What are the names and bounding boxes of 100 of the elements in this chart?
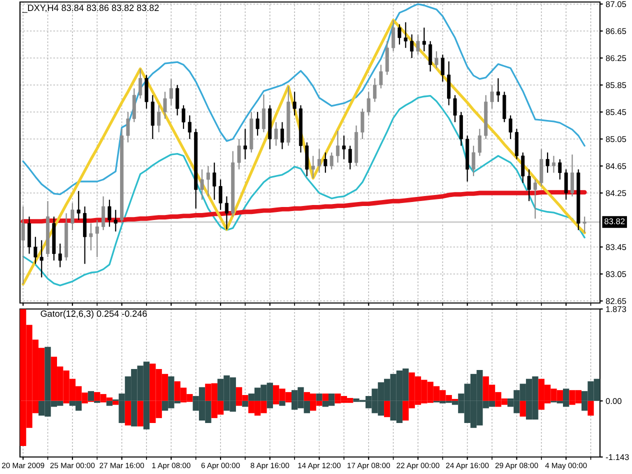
candlestick	[527, 168, 531, 202]
candlestick	[324, 152, 328, 174]
candlestick	[496, 78, 500, 102]
line-series	[22, 94, 586, 286]
candlestick	[102, 196, 106, 231]
candlestick	[508, 114, 512, 140]
candlestick	[502, 91, 506, 123]
candlestick	[373, 78, 377, 102]
bar	[106, 400, 113, 406]
ref-line-label: 83.82	[604, 218, 625, 224]
candlestick	[83, 206, 87, 264]
candlestick	[434, 50, 438, 69]
candlestick	[366, 91, 370, 116]
candlestick	[28, 216, 32, 254]
y-tick-label: 86.25	[606, 55, 626, 62]
candlestick	[76, 190, 80, 221]
y-tick-label: 0.00	[606, 398, 622, 404]
candlestick	[447, 60, 451, 106]
candlestick	[360, 108, 364, 140]
candlestick	[262, 94, 266, 133]
candlestick	[200, 168, 204, 200]
candlestick	[392, 20, 396, 52]
candlestick	[95, 219, 99, 258]
candlestick	[330, 152, 334, 170]
candlestick	[70, 202, 74, 231]
candlestick	[490, 84, 494, 110]
candlestick	[336, 130, 340, 164]
bar	[322, 394, 329, 401]
candlestick	[108, 199, 112, 228]
candlestick	[274, 122, 278, 146]
candlestick	[138, 68, 142, 100]
candlestick	[570, 154, 574, 197]
candlestick	[521, 152, 525, 184]
candlestick	[182, 104, 186, 130]
bar	[242, 400, 248, 407]
candlestick	[58, 243, 62, 268]
candlestick	[169, 78, 173, 106]
candlestick	[552, 155, 556, 174]
y-tick-label: 83.45	[606, 244, 626, 250]
candlestick	[404, 22, 408, 48]
line-series	[22, 18, 586, 286]
candlestick	[311, 155, 315, 179]
candlestick	[256, 111, 260, 136]
candlestick	[89, 222, 93, 251]
candlestick	[558, 158, 562, 180]
y-tick-label: 82.65	[606, 298, 626, 304]
candlestick	[385, 40, 389, 76]
candlestick	[348, 145, 352, 170]
candlestick	[212, 162, 216, 200]
y-tick-label: 86.65	[606, 28, 626, 34]
y-tick-label: 87.05	[606, 1, 626, 8]
chart-title: Gator(12,6,3) 0.254 -0.246	[40, 310, 147, 319]
candlestick	[218, 178, 222, 210]
candlestick	[176, 84, 180, 116]
candlestick	[440, 54, 444, 82]
candlestick	[188, 114, 192, 140]
candlestick	[280, 122, 284, 150]
candlestick	[144, 74, 148, 110]
candlestick	[416, 34, 420, 56]
candlestick	[157, 104, 161, 133]
line-series	[22, 3, 586, 196]
y-tick-label: 85.05	[606, 136, 626, 142]
candlestick	[398, 24, 402, 46]
candlestick	[206, 165, 210, 197]
candlestick	[453, 94, 457, 123]
y-tick-label: 85.45	[606, 109, 626, 116]
candlestick	[224, 196, 228, 230]
candlestick	[34, 236, 38, 264]
candlestick	[243, 128, 247, 160]
chart-title: _DXY,H4 83.84 83.86 83.82 83.82	[22, 4, 159, 13]
y-tick-label: 85.85	[606, 82, 626, 88]
candlestick	[126, 111, 130, 143]
candlestick	[305, 142, 309, 177]
candlestick	[40, 240, 44, 278]
candlestick	[564, 168, 568, 200]
bar	[279, 400, 286, 406]
candlestick	[546, 152, 550, 174]
candlestick	[540, 148, 544, 187]
y-tick-label: 1.873	[606, 306, 626, 312]
y-tick-label: 83.05	[606, 271, 626, 278]
candlestick	[582, 216, 586, 234]
candlestick	[292, 91, 296, 116]
candlestick	[379, 64, 383, 89]
candlestick	[21, 206, 25, 285]
candlestick	[533, 178, 537, 220]
y-tick-label: 84.25	[606, 190, 626, 196]
candlestick	[422, 27, 426, 52]
y-tick-label: 84.65	[606, 163, 626, 170]
candlestick	[163, 91, 167, 120]
candlestick	[478, 128, 482, 156]
candlestick	[132, 88, 136, 123]
y-tick-label: -1.143	[606, 454, 629, 460]
candlestick	[410, 34, 414, 59]
candlestick	[150, 94, 154, 140]
candlestick	[237, 138, 241, 170]
candlestick	[428, 40, 432, 72]
candlestick	[459, 111, 463, 146]
candlestick	[472, 145, 476, 177]
candlestick	[114, 209, 118, 232]
candlestick	[318, 148, 322, 174]
